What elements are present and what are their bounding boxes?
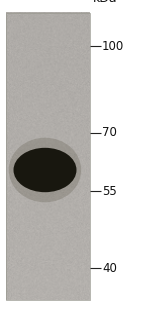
- Bar: [6, 13, 90, 300]
- Ellipse shape: [9, 138, 81, 202]
- Ellipse shape: [14, 148, 76, 192]
- Text: 100: 100: [102, 40, 124, 53]
- Text: kDa: kDa: [93, 0, 118, 5]
- Text: 70: 70: [102, 126, 117, 139]
- Text: 55: 55: [102, 185, 117, 198]
- Text: 40: 40: [102, 262, 117, 275]
